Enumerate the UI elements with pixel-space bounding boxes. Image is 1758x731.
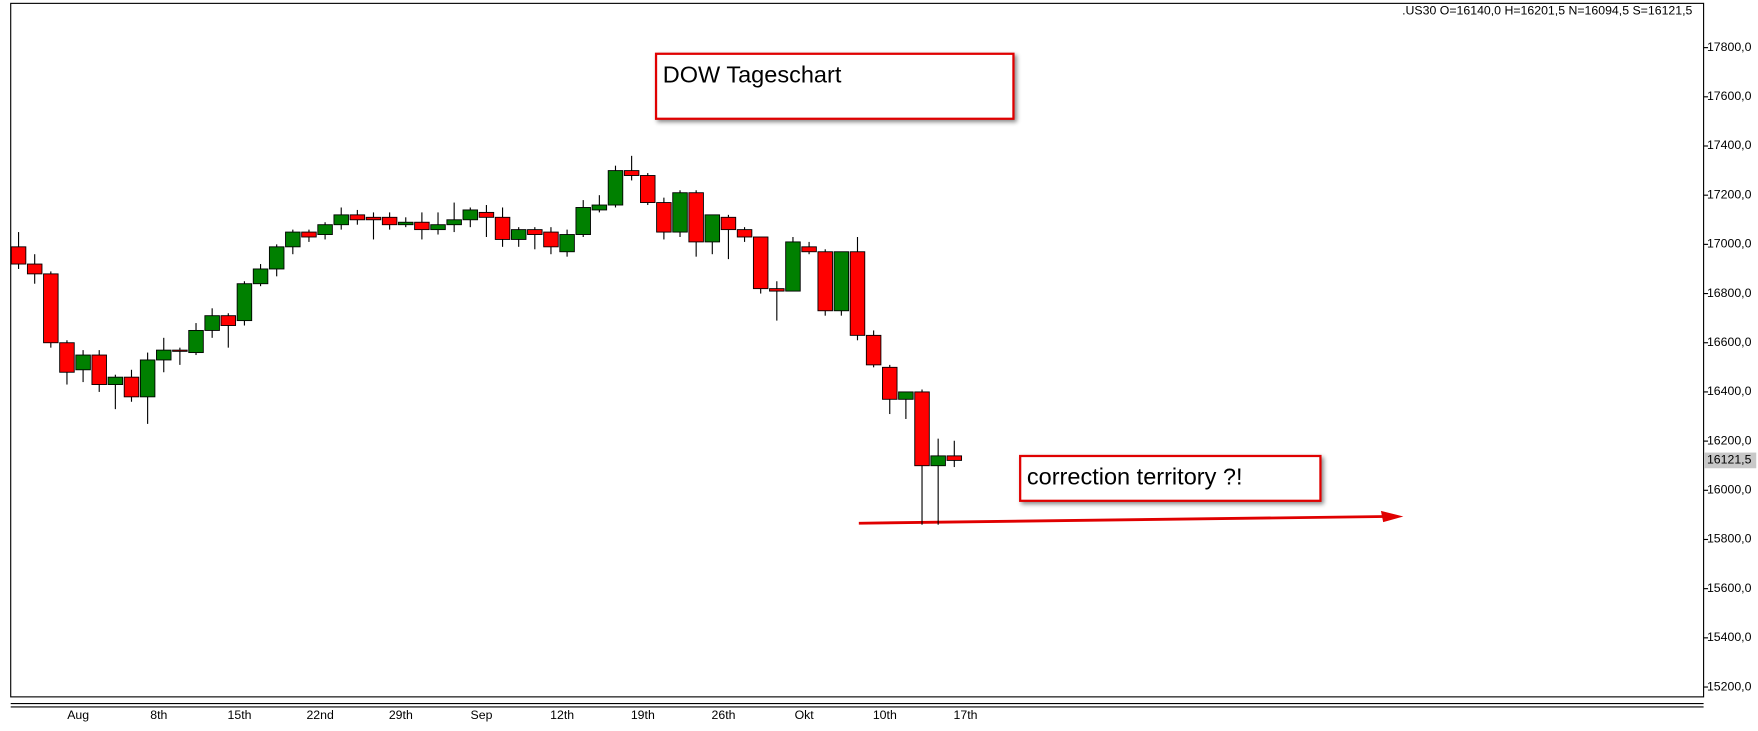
y-tick-label: 17200,0	[1707, 187, 1752, 201]
y-tick-label: 17000,0	[1707, 237, 1752, 251]
y-tick-label: 17800,0	[1707, 40, 1752, 54]
candle-body	[285, 231, 301, 248]
y-tick-label: 17600,0	[1707, 89, 1752, 103]
x-tick-label: 10th	[873, 708, 897, 722]
candle-body	[107, 376, 124, 385]
candle-body	[301, 231, 317, 238]
x-tick-label: 26th	[712, 708, 736, 722]
candle-body	[865, 334, 882, 366]
candle-body	[59, 342, 75, 373]
candle-body	[446, 219, 462, 226]
candle-body	[75, 354, 91, 371]
last-price-label: 16121,5	[1707, 453, 1752, 467]
x-tick-label: 19th	[631, 708, 655, 722]
header: .US30 O=16140,0 H=16201,5 N=16094,5 S=16…	[1402, 3, 1692, 17]
arrow-line	[858, 515, 1386, 525]
y-tick-label: 15200,0	[1707, 679, 1752, 693]
candle-body	[914, 391, 930, 467]
candle-body	[123, 376, 140, 398]
annotation-box	[1019, 454, 1322, 502]
y-tick-label: 16000,0	[1707, 483, 1752, 497]
candle-body	[43, 273, 59, 344]
x-tick-label: Aug	[67, 708, 89, 722]
candle-body	[462, 209, 479, 221]
candle-body	[10, 246, 27, 265]
plot-frame	[10, 2, 1705, 698]
candle-body	[801, 246, 817, 253]
candle-body	[849, 251, 866, 336]
candle-body	[414, 221, 430, 231]
candle-body	[317, 224, 333, 235]
candle-body	[559, 234, 575, 253]
annotation: correction territory ?!	[1027, 464, 1243, 490]
last-price-marker	[1704, 452, 1757, 469]
candle-body	[527, 229, 543, 235]
candle-body	[220, 315, 237, 326]
candle-body	[510, 229, 527, 240]
candle-body	[640, 175, 656, 204]
y-tick-label: 16600,0	[1707, 335, 1752, 349]
candle-body	[349, 214, 366, 221]
candle-body	[704, 214, 721, 243]
candle-body	[946, 455, 963, 461]
candle-body	[720, 216, 737, 231]
x-tick-label: Sep	[471, 708, 493, 722]
x-tick-label: 17th	[954, 708, 978, 722]
x-tick-label: 15th	[228, 708, 252, 722]
arrow-head	[1380, 510, 1404, 523]
candle-body	[623, 170, 640, 176]
x-tick-label: 8th	[150, 708, 167, 722]
candle-body	[268, 246, 285, 270]
candle-body	[575, 207, 591, 235]
candle-body	[188, 329, 204, 354]
candle-body	[930, 455, 946, 467]
candle-body	[139, 359, 156, 398]
candle-body	[833, 251, 850, 312]
candle-body	[591, 204, 608, 211]
candle-body	[785, 241, 801, 292]
candle-body	[398, 221, 414, 226]
candle-body	[882, 366, 898, 400]
candle-body	[381, 216, 398, 226]
candle-body	[172, 349, 188, 352]
candle-body	[365, 216, 382, 221]
candle-body	[156, 349, 172, 361]
candle-body	[672, 192, 688, 233]
x-tick-label: Okt	[795, 708, 815, 722]
candle-body	[333, 214, 349, 226]
x-tick-label: 22nd	[306, 708, 334, 722]
candle-body	[769, 288, 785, 292]
y-tick-label: 16400,0	[1707, 384, 1752, 398]
chart-title: DOW Tageschart	[663, 61, 842, 87]
candle-body	[91, 354, 107, 385]
y-tick-label: 16200,0	[1707, 433, 1752, 447]
candle-body	[252, 268, 269, 285]
y-tick-label: 15600,0	[1707, 581, 1752, 595]
candle-body	[494, 216, 511, 240]
candle-body	[543, 231, 559, 248]
x-tick-label: 29th	[389, 708, 413, 722]
candle-body	[204, 315, 220, 331]
y-tick-label: 16800,0	[1707, 286, 1752, 300]
candle-body	[236, 283, 253, 322]
x-tick-label: 12th	[550, 708, 574, 722]
title-box	[654, 52, 1015, 120]
candle-body	[26, 263, 43, 275]
candle-body	[607, 170, 624, 206]
candle-body	[736, 229, 753, 238]
y-tick-label: 15400,0	[1707, 630, 1752, 644]
candle-body	[688, 192, 704, 243]
candle-body	[478, 211, 495, 218]
candle-body	[817, 251, 833, 312]
y-tick-label: 17400,0	[1707, 138, 1752, 152]
candle-body	[752, 236, 769, 290]
y-tick-label: 15800,0	[1707, 532, 1752, 546]
candle-body	[656, 202, 672, 233]
candle-body	[430, 224, 446, 231]
candle-body	[898, 391, 914, 400]
